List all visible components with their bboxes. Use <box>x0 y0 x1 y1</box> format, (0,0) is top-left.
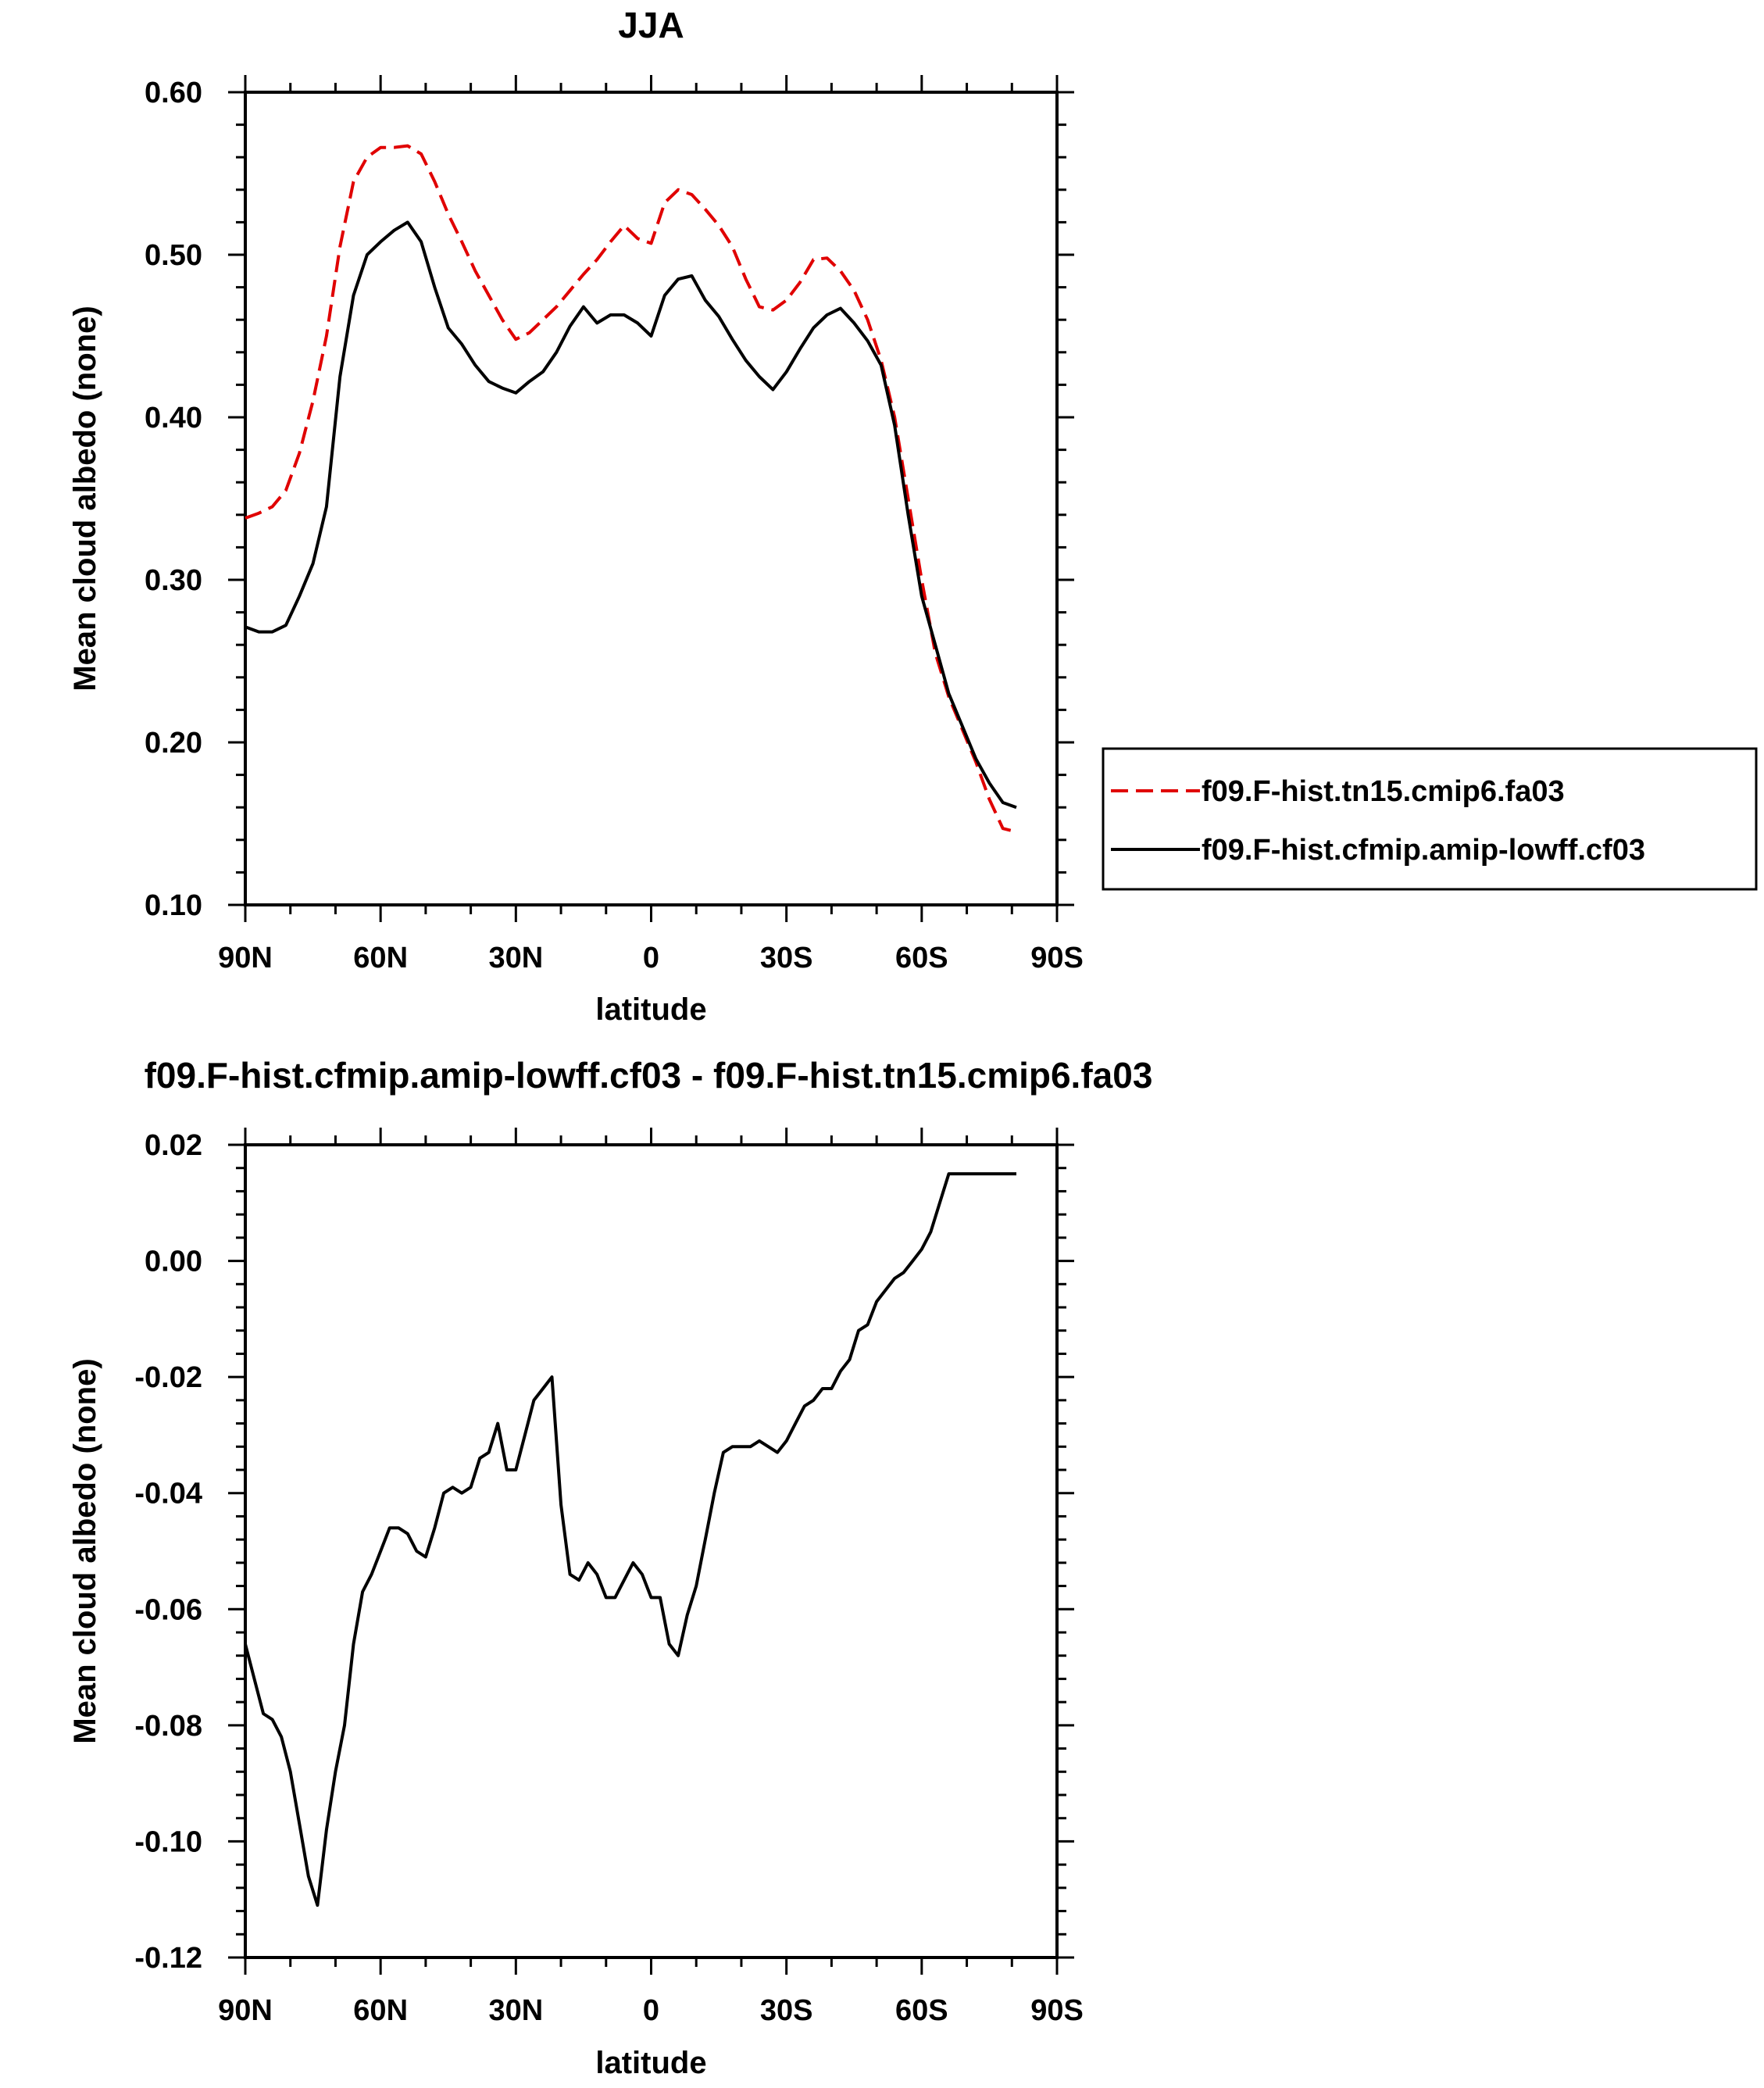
x-tick-label: 90N <box>218 1994 273 2027</box>
y-axis-label: Mean cloud albedo (none) <box>68 306 102 691</box>
series-line-1 <box>245 220 1017 810</box>
top-panel: JJA 90N 60N 30N 0 30S 60S 90S 0.10 0.20 0.30 0.40 0.… <box>68 5 1758 1027</box>
y-tick-label: 0.30 <box>145 564 202 597</box>
x-axis-label: latitude <box>595 992 706 1027</box>
y-tick-label: -0.04 <box>134 1478 202 1511</box>
y-tick-label: 0.10 <box>145 889 202 922</box>
x-tick-label: 60N <box>353 1994 408 2027</box>
chart-title: JJA <box>618 5 684 45</box>
legend: f09.F-hist.tn15.cmip6.fa03 f09.F-hist.cfm… <box>1102 747 1758 891</box>
x-tick-label: 60S <box>895 942 948 974</box>
y-axis-label: Mean cloud albedo (none) <box>68 1358 102 1743</box>
legend-entry-label: f09.F-hist.cfmip.amip-lowff.cf03 <box>1202 834 1645 867</box>
y-tick-label: -0.02 <box>134 1361 202 1394</box>
x-tick-label: 30S <box>760 942 813 974</box>
legend-box <box>1102 747 1758 891</box>
x-tick-label: 90N <box>218 942 273 974</box>
y-tick-label: -0.06 <box>134 1593 202 1626</box>
bottom-panel: f09.F-hist.cfmip.amip-lowff.cf03 - f09.F… <box>68 1055 1152 2080</box>
y-tick-label: -0.08 <box>134 1710 202 1743</box>
x-axis-label: latitude <box>595 2046 706 2080</box>
series-line-0 <box>245 144 1017 834</box>
x-tick-label: 30N <box>488 1994 543 2027</box>
y-tick-label: -0.12 <box>134 1942 202 1975</box>
legend-entry-label: f09.F-hist.tn15.cmip6.fa03 <box>1202 775 1565 808</box>
chart-title: f09.F-hist.cfmip.amip-lowff.cf03 - f09.F… <box>145 1055 1153 1096</box>
y-tick-label: 0.40 <box>145 402 202 434</box>
plot-frame <box>244 91 1059 906</box>
x-tick-label: 60S <box>895 1994 948 2027</box>
y-tick-label: 0.20 <box>145 727 202 760</box>
x-tick-label: 0 <box>643 942 659 974</box>
plot-frame <box>244 1143 1059 1959</box>
x-tick-label: 90S <box>1030 942 1084 974</box>
y-tick-label: 0.00 <box>145 1246 202 1278</box>
x-tick-label: 0 <box>643 1994 659 2027</box>
y-tick-label: -0.10 <box>134 1825 202 1858</box>
x-tick-label: 30S <box>760 1994 813 2027</box>
x-tick-label: 60N <box>353 942 408 974</box>
x-tick-label: 30N <box>488 942 543 974</box>
y-tick-label: 0.02 <box>145 1129 202 1162</box>
y-tick-label: 0.50 <box>145 239 202 272</box>
y-tick-label: 0.60 <box>145 77 202 109</box>
series-line-0 <box>244 1172 1016 1907</box>
x-tick-label: 90S <box>1030 1994 1084 2027</box>
